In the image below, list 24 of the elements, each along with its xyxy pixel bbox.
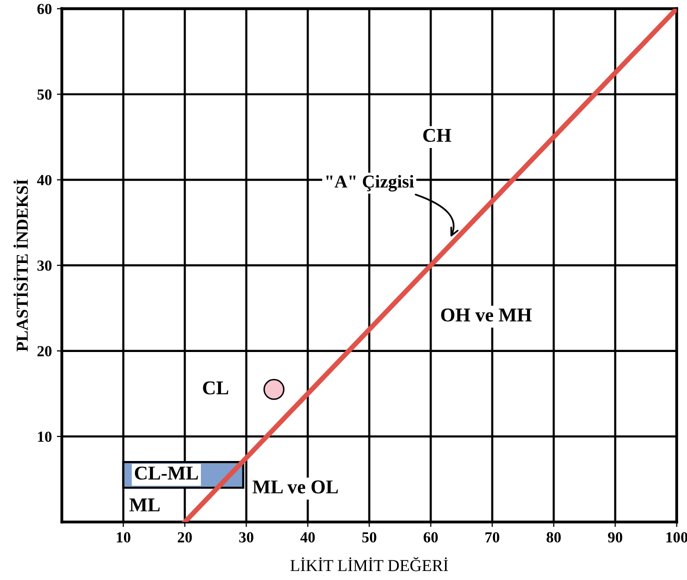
annotation: OH ve MH [441,308,532,322]
annotation: CL [202,381,228,394]
x-tick-label: 70 [485,532,500,542]
x-tick-label: 10 [116,532,130,542]
annotation: ML ve OL [252,480,338,494]
annotation: CH [423,128,452,142]
x-tick-label: 50 [362,532,376,542]
y-tick-label: 50 [37,89,52,100]
x-axis-title: LİKİT LİMİT DEĞERİ [290,556,448,572]
y-tick-label: 30 [37,260,52,271]
annotation: ML [130,498,160,512]
annotation: "A" Çizgisi [326,174,414,192]
y-tick-label: 40 [37,174,52,186]
annotation: CL-ML [134,466,198,480]
x-tick-label: 20 [178,532,192,542]
x-tick-label: 30 [239,532,254,542]
y-axis-title: PLASTİSİTE İNDEKSİ [13,180,28,352]
y-tick-label: 20 [37,346,52,356]
x-tick-label: 40 [300,532,315,542]
x-tick-label: 60 [424,532,438,542]
y-tick-label: 60 [37,4,52,14]
y-tick-label: 10 [38,432,52,442]
x-tick-label: 90 [608,532,622,542]
x-tick-label: 80 [546,532,561,542]
